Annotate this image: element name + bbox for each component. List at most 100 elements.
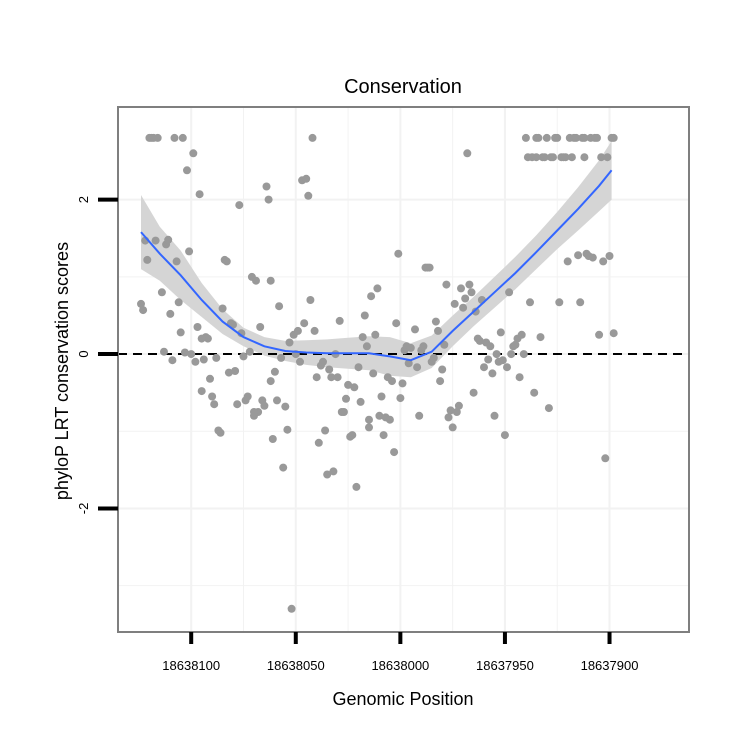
data-point bbox=[461, 294, 470, 303]
data-point bbox=[576, 298, 585, 307]
data-point bbox=[235, 201, 244, 210]
data-point bbox=[486, 342, 495, 351]
data-point bbox=[563, 257, 572, 266]
data-point bbox=[609, 133, 618, 142]
data-point bbox=[306, 296, 315, 304]
data-point bbox=[139, 306, 148, 315]
data-point bbox=[164, 235, 173, 244]
data-point bbox=[567, 153, 576, 162]
data-point bbox=[580, 153, 589, 162]
data-point bbox=[183, 166, 191, 175]
data-point bbox=[189, 149, 198, 158]
data-point bbox=[469, 388, 478, 397]
confidence-band bbox=[141, 141, 612, 378]
data-point bbox=[283, 425, 292, 434]
data-point bbox=[151, 236, 160, 245]
smooth-line-layer bbox=[140, 169, 613, 362]
data-point bbox=[505, 288, 514, 297]
data-point bbox=[534, 133, 543, 142]
data-point bbox=[166, 309, 175, 318]
data-point bbox=[605, 252, 614, 260]
data-point bbox=[325, 365, 334, 374]
data-point bbox=[365, 415, 373, 424]
data-point bbox=[176, 328, 185, 337]
data-point bbox=[193, 323, 202, 331]
data-point bbox=[413, 363, 422, 372]
data-point bbox=[342, 394, 350, 403]
data-point bbox=[542, 133, 551, 142]
data-point bbox=[160, 347, 168, 356]
data-point bbox=[323, 470, 332, 479]
data-point bbox=[275, 302, 284, 311]
data-point bbox=[521, 133, 530, 142]
data-point bbox=[503, 363, 511, 372]
data-point bbox=[365, 423, 373, 432]
data-point bbox=[475, 336, 484, 345]
x-tick-label: 18638000 bbox=[371, 658, 429, 673]
data-point bbox=[300, 319, 309, 328]
data-point bbox=[490, 411, 499, 420]
data-point bbox=[454, 401, 463, 410]
data-point bbox=[362, 342, 371, 351]
data-point bbox=[388, 377, 396, 386]
data-point bbox=[273, 396, 281, 405]
data-point bbox=[157, 288, 166, 297]
data-point bbox=[296, 357, 304, 366]
data-point bbox=[356, 397, 365, 406]
data-point bbox=[281, 402, 290, 411]
data-point bbox=[174, 298, 183, 307]
data-point bbox=[310, 326, 319, 335]
data-point bbox=[415, 411, 424, 420]
data-point bbox=[239, 352, 248, 361]
data-point bbox=[406, 343, 415, 352]
data-point bbox=[492, 350, 501, 359]
data-point bbox=[394, 249, 403, 258]
data-point bbox=[210, 400, 219, 409]
data-point bbox=[224, 368, 233, 377]
data-point bbox=[279, 463, 288, 472]
data-point bbox=[293, 326, 302, 335]
data-point bbox=[352, 482, 361, 491]
data-point bbox=[314, 438, 323, 447]
data-point bbox=[218, 304, 227, 313]
data-point bbox=[266, 276, 275, 285]
chart-title: Conservation bbox=[344, 76, 462, 98]
data-point bbox=[270, 367, 279, 376]
data-point bbox=[344, 380, 353, 389]
y-axis-title: phyloP LRT conservation scores bbox=[52, 242, 72, 500]
data-point bbox=[371, 330, 380, 339]
data-point bbox=[358, 333, 367, 342]
data-point bbox=[471, 307, 480, 316]
data-point bbox=[245, 347, 254, 356]
data-point bbox=[277, 353, 286, 362]
data-point bbox=[312, 373, 321, 382]
data-points bbox=[137, 133, 618, 613]
data-point bbox=[327, 373, 336, 382]
data-point bbox=[390, 448, 399, 457]
data-point bbox=[375, 411, 384, 420]
data-point bbox=[530, 388, 539, 397]
data-point bbox=[419, 342, 428, 351]
data-point bbox=[452, 408, 461, 416]
data-point bbox=[266, 377, 275, 386]
panel-border bbox=[117, 106, 690, 633]
x-tick-label: 18638100 bbox=[162, 658, 220, 673]
data-point bbox=[264, 195, 273, 204]
data-point bbox=[561, 153, 570, 162]
data-point bbox=[431, 317, 440, 326]
data-point bbox=[603, 153, 612, 162]
data-point bbox=[185, 247, 194, 256]
smooth-trend-line bbox=[140, 169, 613, 362]
data-point bbox=[519, 350, 528, 359]
data-point bbox=[597, 153, 606, 162]
data-point bbox=[396, 394, 405, 403]
data-point bbox=[197, 387, 206, 396]
confidence-band-layer bbox=[141, 141, 612, 378]
data-point bbox=[360, 311, 369, 320]
data-point bbox=[233, 400, 242, 409]
data-point bbox=[304, 191, 313, 200]
data-point bbox=[212, 353, 221, 362]
data-point bbox=[262, 182, 271, 191]
y-tick-label: 0 bbox=[76, 350, 91, 357]
